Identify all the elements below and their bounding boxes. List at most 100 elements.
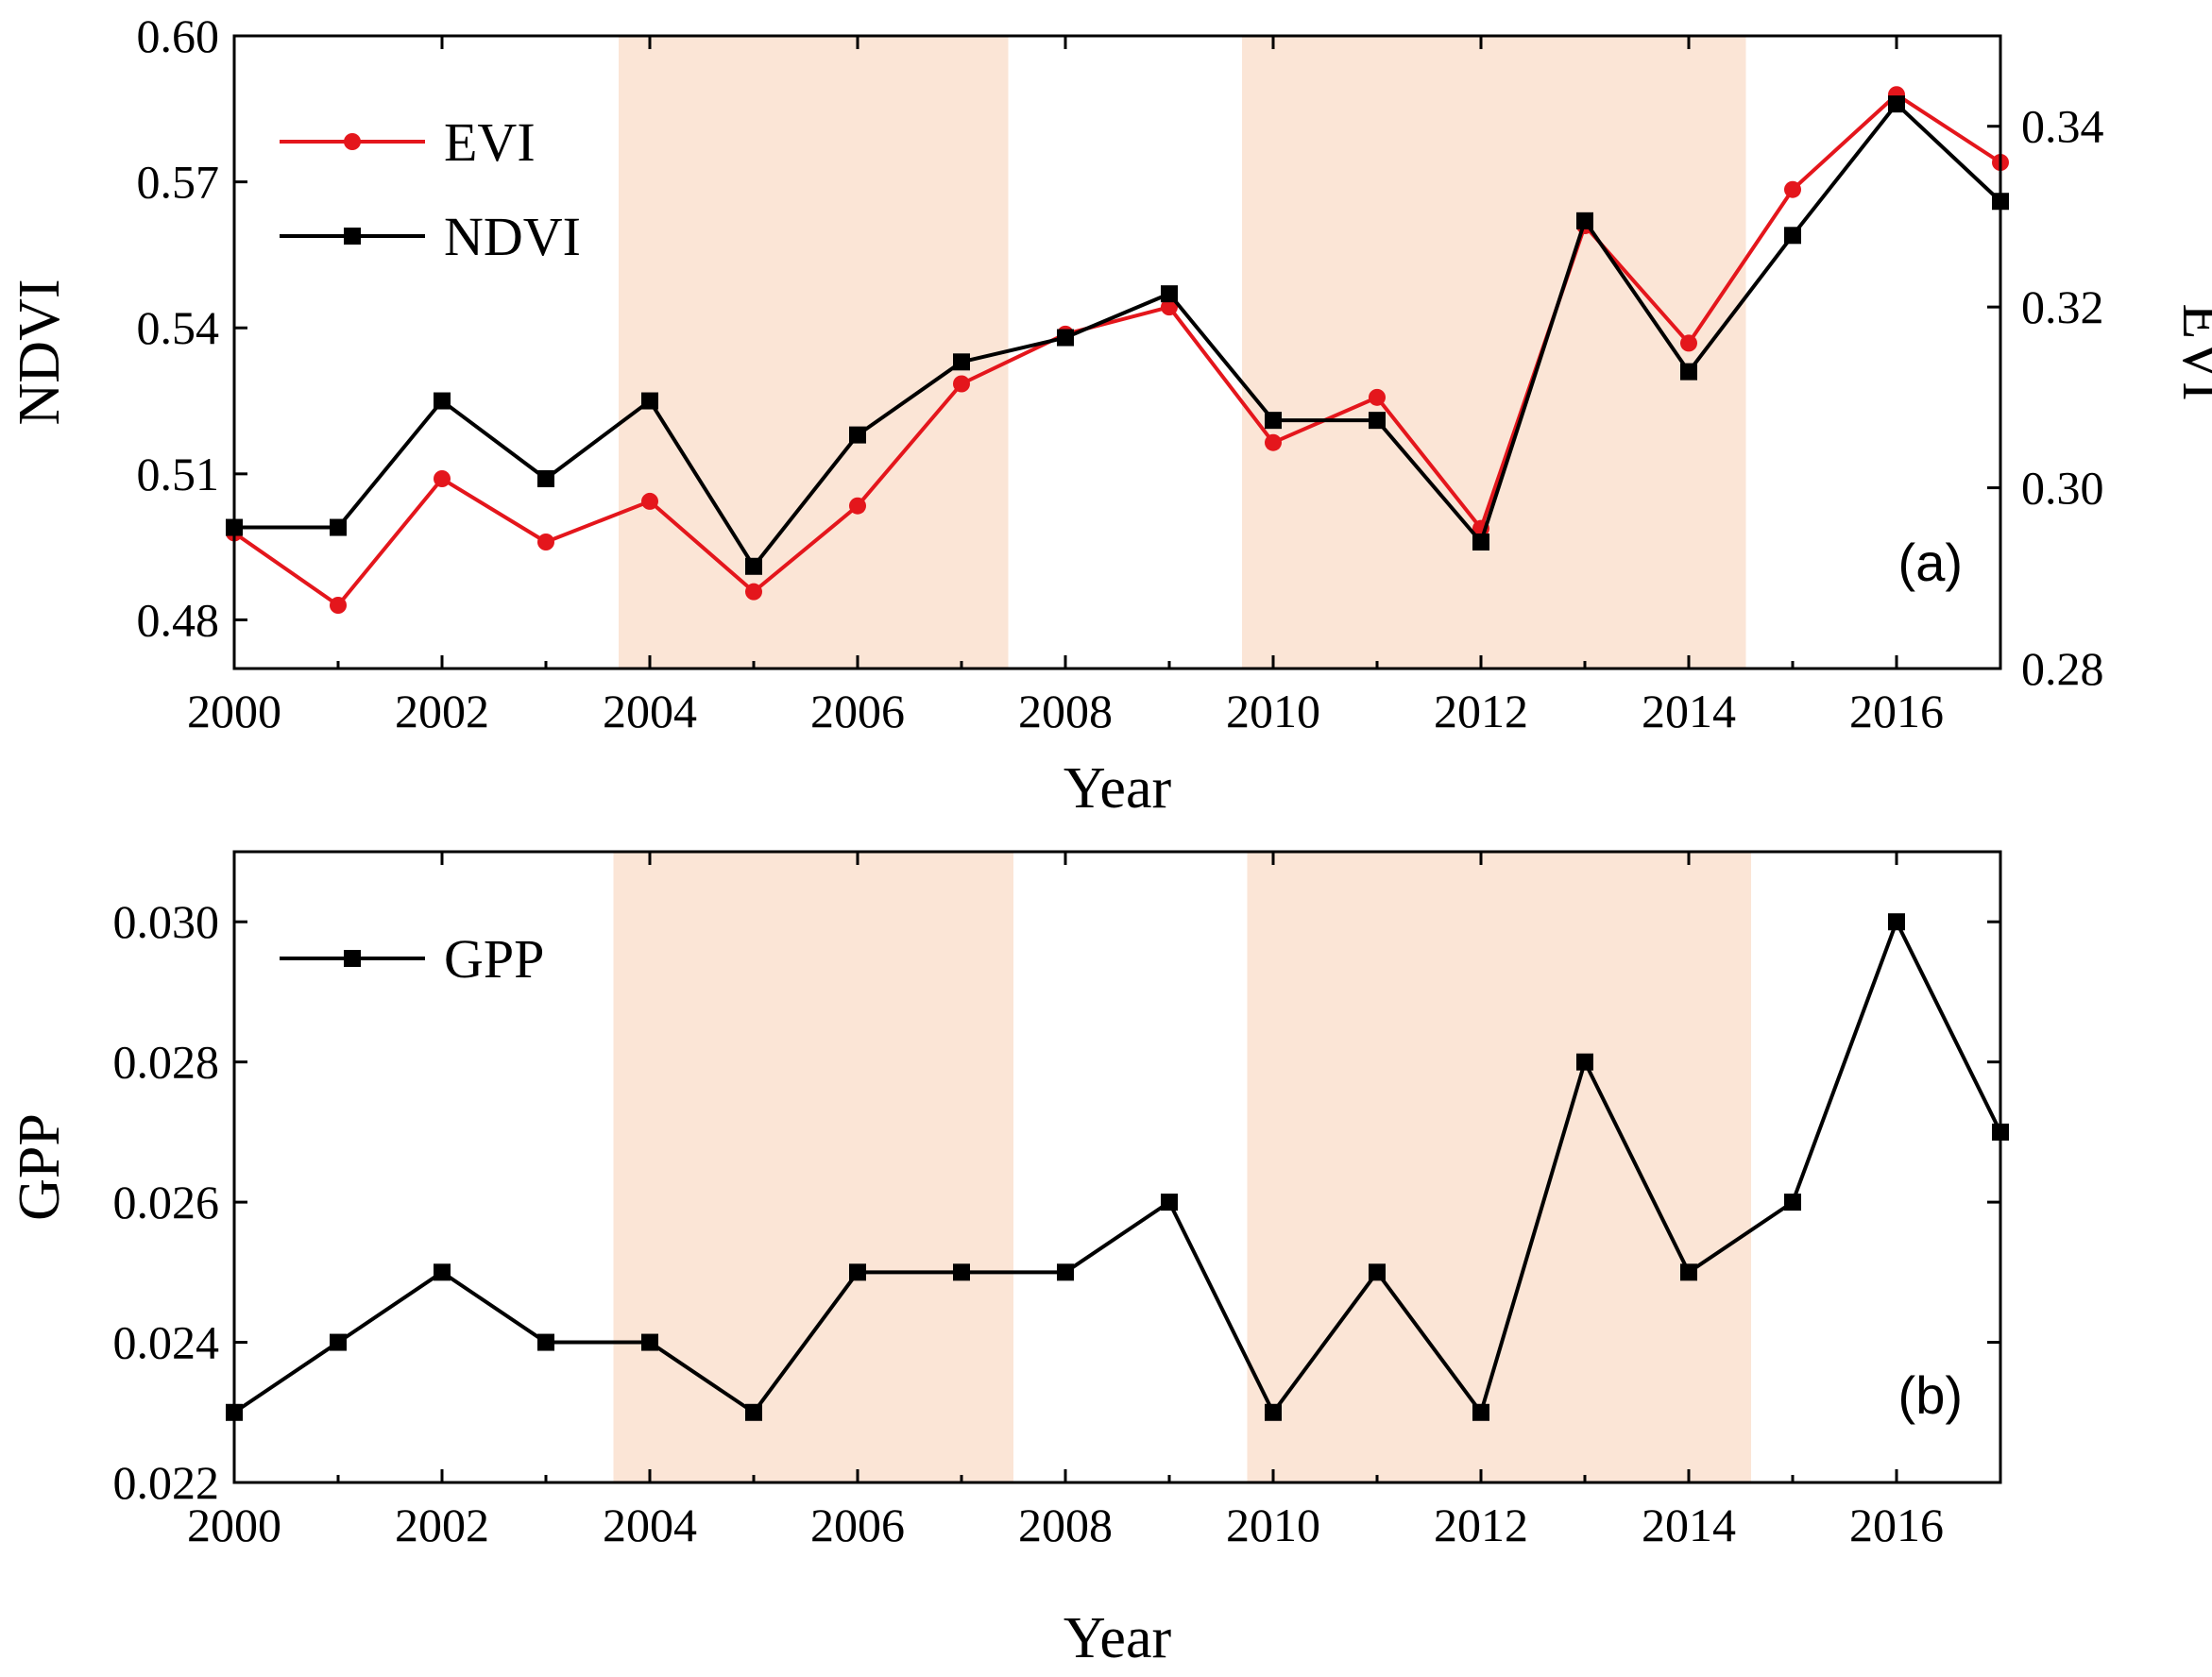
y-tick-label: 0.028	[113, 1036, 220, 1089]
panel-a: 2000 2002 2004 2006 2008 2010 2012 2014 2016 0.48…	[8, 9, 2212, 821]
shaded-period-2	[1242, 36, 1746, 669]
shaded-period-2	[1247, 852, 1751, 1482]
gpp-point-2002	[434, 1263, 451, 1281]
ndvi-point-2005	[745, 557, 762, 575]
x-tick-label: 2004	[603, 685, 697, 737]
panel-label: (b)	[1898, 1365, 1963, 1425]
x-tick-label: 2006	[810, 1499, 905, 1551]
y-axis-title: NDVI	[8, 280, 72, 426]
ndvi-point-2014	[1680, 363, 1697, 381]
evi-point-2009	[1161, 298, 1178, 316]
x-tick-label: 2016	[1849, 1499, 1944, 1551]
gpp-point-2012	[1472, 1403, 1489, 1421]
gpp-point-2003	[537, 1333, 554, 1351]
gpp-point-2010	[1265, 1403, 1282, 1421]
x-axis-title: Year	[1063, 1606, 1172, 1670]
plot-frame	[232, 34, 2002, 670]
gpp-point-2008	[1057, 1263, 1074, 1281]
y-tick-label: 0.54	[137, 301, 220, 354]
x-tick-label: 2004	[603, 1499, 697, 1551]
ndvi-point-2011	[1369, 412, 1386, 430]
evi-point-2006	[849, 497, 866, 515]
y-axis-title: GPP	[8, 1113, 72, 1221]
y-tick-label: 0.57	[137, 156, 220, 209]
x-tick-label: 2006	[810, 685, 905, 737]
plot-frame	[232, 850, 2002, 1484]
ndvi-point-2002	[434, 392, 451, 410]
ndvi-point-2010	[1265, 412, 1282, 430]
legend-label-ndvi: NDVI	[444, 206, 581, 267]
ndvi-point-2006	[849, 426, 866, 444]
evi-point-2011	[1369, 388, 1386, 406]
gpp-point-2014	[1680, 1263, 1697, 1281]
x-tick-label: 2008	[1018, 1499, 1113, 1551]
ndvi-point-2001	[330, 518, 347, 536]
gpp-point-2001	[330, 1333, 347, 1351]
ndvi-point-2012	[1472, 534, 1489, 551]
evi-point-2005	[745, 583, 762, 601]
panel-label: (a)	[1898, 533, 1963, 592]
ndvi-point-2008	[1057, 329, 1074, 347]
gpp-point-2011	[1369, 1263, 1386, 1281]
evi-point-2002	[434, 470, 451, 487]
ndvi-line	[234, 102, 2002, 568]
gpp-point-2005	[745, 1403, 762, 1421]
panel-b: 2000 2002 2004 2006 2008 2010 2012 2014 2016 0.02…	[8, 850, 2009, 1670]
y2-tick-label: 0.28	[2021, 642, 2104, 695]
legend-label-evi: EVI	[444, 111, 536, 173]
y-tick-label: 0.48	[137, 593, 220, 646]
y-tick-label: 0.51	[137, 448, 220, 500]
shaded-period-1	[613, 852, 1013, 1482]
gpp-point-2009	[1161, 1194, 1178, 1211]
x-axis-title: Year	[1063, 756, 1172, 821]
x-tick-label: 2014	[1642, 685, 1736, 737]
ndvi-point-2015	[1784, 227, 1801, 245]
evi-point-2007	[953, 375, 970, 393]
evi-point-2015	[1784, 180, 1801, 198]
y2-tick-label: 0.30	[2021, 462, 2104, 515]
x-tick-label: 2000	[187, 1499, 281, 1551]
evi-point-2014	[1680, 334, 1697, 352]
evi-point-2004	[641, 492, 658, 510]
x-tick-label: 2010	[1226, 1499, 1320, 1551]
x-tick-label: 2012	[1434, 1499, 1528, 1551]
y-tick-label: 0.60	[137, 9, 220, 62]
ndvi-point-2003	[537, 470, 554, 487]
gpp-line	[232, 920, 2002, 1414]
y2-tick-label: 0.34	[2021, 100, 2104, 153]
legend-marker-ndvi	[344, 228, 361, 245]
evi-point-2001	[330, 597, 347, 614]
evi-point-2003	[537, 534, 554, 551]
legend-label-gpp: GPP	[444, 928, 544, 990]
x-tick-label: 2010	[1226, 685, 1320, 737]
y-tick-label: 0.026	[113, 1176, 220, 1228]
x-tick-label: 2002	[395, 1499, 489, 1551]
y2-axis-title: EVI	[2170, 303, 2212, 400]
y-tick-label: 0.024	[113, 1316, 220, 1369]
x-tick-label: 2000	[187, 685, 281, 737]
shaded-period-1	[619, 36, 1009, 669]
gpp-point-2007	[953, 1263, 970, 1281]
legend-marker-gpp	[344, 950, 361, 967]
evi-point-2010	[1265, 433, 1282, 451]
evi-line	[232, 93, 2002, 607]
gpp-point-2006	[849, 1263, 866, 1281]
gpp-point-2016	[1888, 913, 1905, 931]
y-tick-label: 0.022	[113, 1456, 220, 1509]
x-tick-label: 2002	[395, 685, 489, 737]
gpp-point-2013	[1576, 1053, 1593, 1071]
gpp-point-2004	[641, 1333, 658, 1351]
ndvi-point-2009	[1161, 285, 1178, 303]
ndvi-point-2016	[1888, 95, 1905, 113]
x-tick-label: 2016	[1849, 685, 1944, 737]
x-tick-label: 2014	[1642, 1499, 1736, 1551]
legend-marker-evi	[344, 133, 361, 150]
y-tick-label: 0.030	[113, 895, 220, 948]
x-tick-label: 2008	[1018, 685, 1113, 737]
ndvi-point-2007	[953, 353, 970, 371]
ndvi-point-2013	[1576, 212, 1593, 229]
y2-tick-label: 0.32	[2021, 280, 2104, 333]
x-tick-label: 2012	[1434, 685, 1528, 737]
ndvi-point-2004	[641, 392, 658, 410]
